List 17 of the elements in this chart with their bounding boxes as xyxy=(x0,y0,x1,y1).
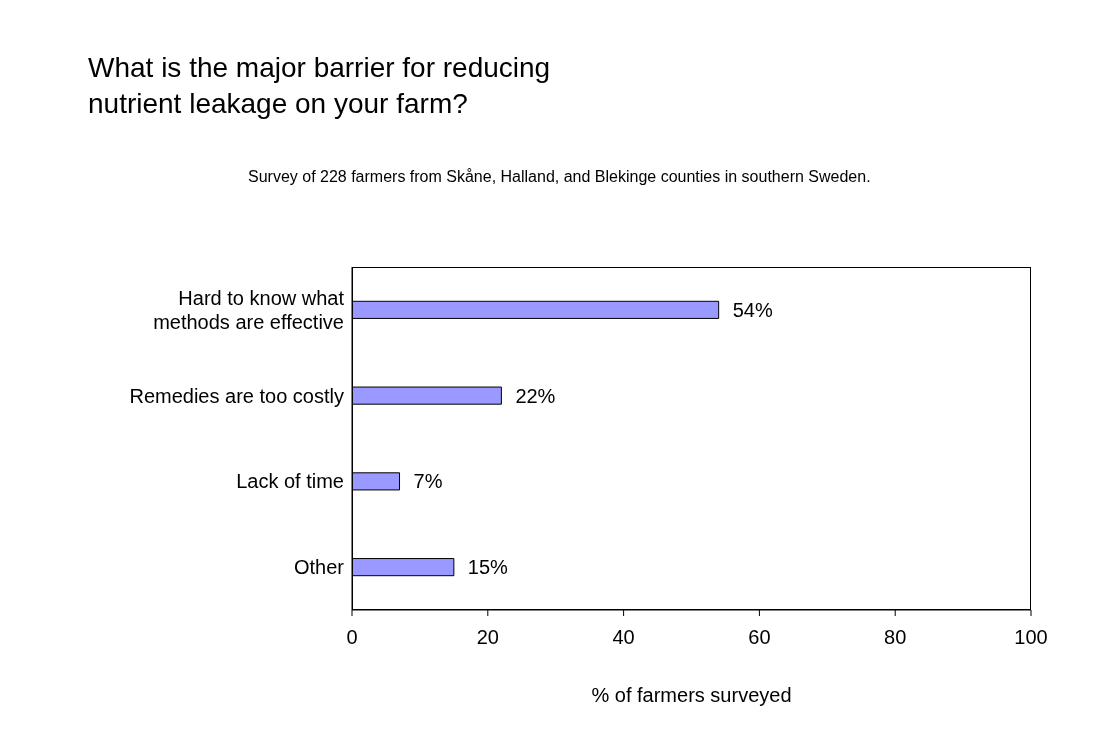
x-axis-title: % of farmers surveyed xyxy=(591,684,792,706)
x-tick-label: 100 xyxy=(1014,626,1048,649)
y-tick-label: Lack of time xyxy=(236,470,344,493)
x-tick-label: 80 xyxy=(884,626,907,649)
chart-title: What is the major barrier for reducing nutrient leakage on your farm? xyxy=(88,51,552,121)
y-tick-label: Remedies are too costly xyxy=(129,384,344,407)
chart-subtitle: Survey of 228 farmers from Skåne, Halland, and Blekinge counties in southern Sweden. xyxy=(248,167,872,187)
y-tick-label: Hard to know what methods are effective xyxy=(153,286,345,333)
data-label: 22% xyxy=(515,384,556,407)
data-label: 7% xyxy=(413,470,443,493)
x-tick-label: 0 xyxy=(346,626,358,649)
data-label: 15% xyxy=(467,556,509,579)
x-tick-label: 20 xyxy=(476,626,499,649)
y-tick-label: Other xyxy=(293,556,345,579)
x-tick-label: 60 xyxy=(748,626,771,649)
x-tick-label: 40 xyxy=(612,626,635,649)
data-label: 54% xyxy=(732,298,773,321)
